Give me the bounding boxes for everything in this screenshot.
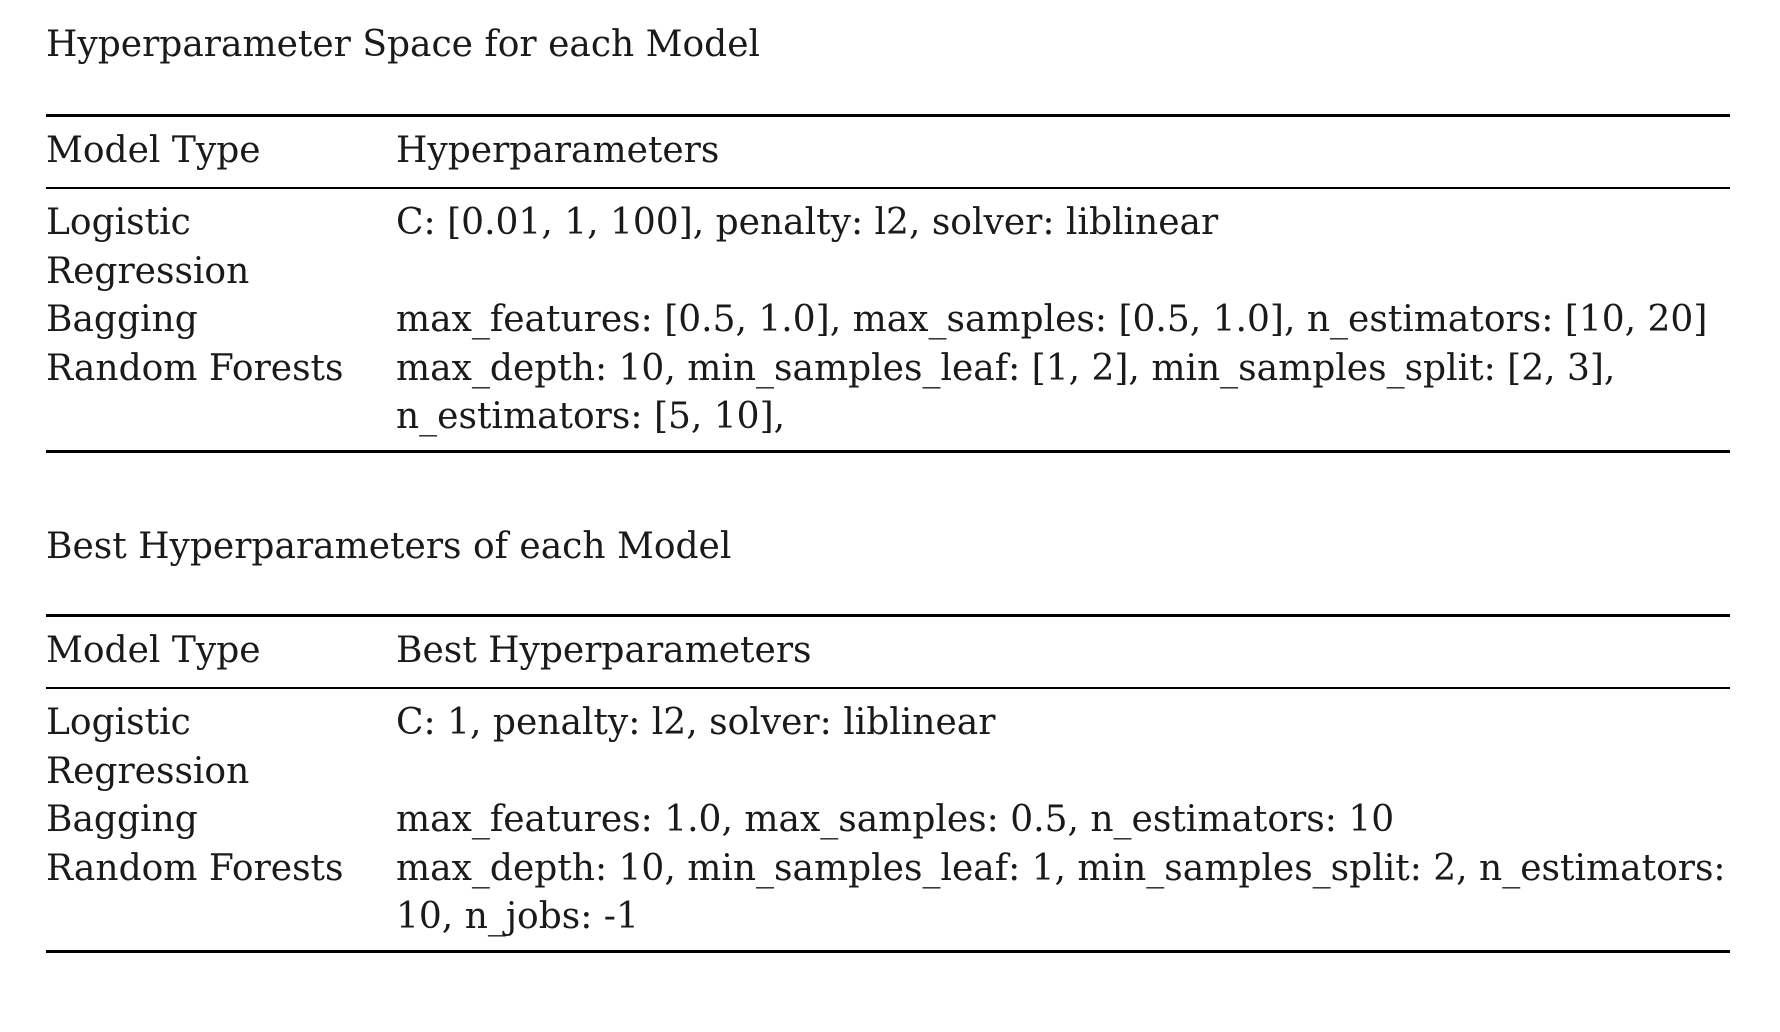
table-row: Bagging max_features: 1.0, max_samples: …: [46, 796, 1730, 845]
table-row: Random Forests max_depth: 10, min_sample…: [46, 345, 1730, 451]
model-type-cell: Random Forests: [46, 847, 344, 889]
best-hyperparameters-table: Model Type Best Hyperparameters Logistic…: [46, 614, 1730, 953]
column-header-model-type: Model Type: [46, 630, 261, 671]
best-hyperparameters-cell: max_depth: 10, min_samples_leaf: 1, min_…: [396, 847, 1726, 938]
hyperparameters-cell: max_features: [0.5, 1.0], max_samples: […: [396, 299, 1708, 340]
hyperparameter-space-section: Hyperparameter Space for each Model Mode…: [46, 18, 1730, 453]
table-header-row: Model Type Hyperparameters: [46, 115, 1730, 188]
table-header-row: Model Type Best Hyperparameters: [46, 615, 1730, 688]
table-caption: Best Hyperparameters of each Model: [46, 526, 732, 567]
model-type-cell: Bagging: [46, 799, 198, 840]
table-row: Logistic Regression C: 1, penalty: l2, s…: [46, 688, 1730, 796]
model-type-cell: Bagging: [46, 299, 198, 340]
model-type-cell: Logistic Regression: [46, 702, 250, 792]
model-type-cell: Logistic Regression: [46, 202, 250, 292]
table-row: Logistic Regression C: [0.01, 1, 100], p…: [46, 188, 1730, 296]
table-row: Bagging max_features: [0.5, 1.0], max_sa…: [46, 296, 1730, 345]
best-hyperparameters-cell: max_features: 1.0, max_samples: 0.5, n_e…: [396, 799, 1395, 840]
column-header-best-hyperparameters: Best Hyperparameters: [396, 630, 812, 671]
table-caption: Hyperparameter Space for each Model: [46, 24, 761, 65]
hyperparameters-cell: C: [0.01, 1, 100], penalty: l2, solver: …: [396, 202, 1219, 243]
column-header-model-type: Model Type: [46, 130, 261, 171]
best-hyperparameters-cell: C: 1, penalty: l2, solver: liblinear: [396, 702, 996, 743]
hyperparameters-cell: max_depth: 10, min_samples_leaf: [1, 2],…: [396, 347, 1616, 438]
table-row: Random Forests max_depth: 10, min_sample…: [46, 845, 1730, 951]
model-type-cell: Random Forests: [46, 347, 344, 389]
column-header-hyperparameters: Hyperparameters: [396, 130, 720, 171]
best-hyperparameters-section: Best Hyperparameters of each Model Model…: [46, 520, 1730, 953]
hyperparameter-space-table: Model Type Hyperparameters Logistic Regr…: [46, 114, 1730, 453]
